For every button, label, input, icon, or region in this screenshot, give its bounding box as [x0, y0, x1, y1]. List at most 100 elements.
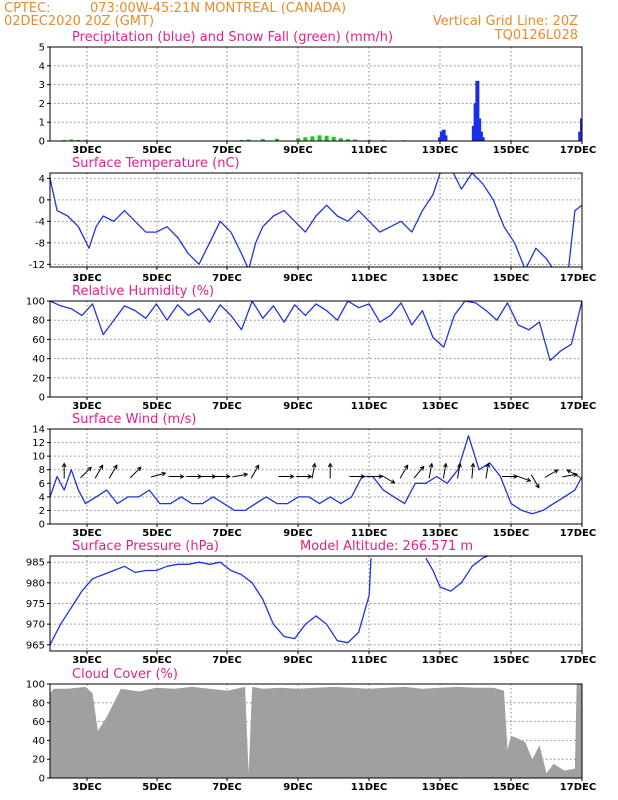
panel-frame: [49, 172, 583, 268]
panel-title: Surface Wind (m/s): [72, 412, 196, 427]
panel-frame: [49, 428, 583, 525]
wind-arrow-head: [526, 477, 532, 483]
x-tick-label: 5DEC: [142, 401, 171, 412]
y-tick-label: 970: [26, 620, 45, 631]
x-tick-label: 15DEC: [493, 528, 529, 539]
x-tick-label: 15DEC: [493, 145, 529, 156]
y-tick-label: 1: [39, 118, 45, 129]
y-tick-label: 4: [39, 492, 45, 503]
wind-arrow-head: [485, 462, 491, 468]
wind-arrow: [311, 463, 316, 479]
wind-arrow: [108, 464, 118, 479]
wind-arrow-head: [87, 466, 92, 472]
panel-precipitation: 0 1 2 3 4 5 3DEC 5DEC 7DEC 9DEC 11DEC 13DEC 15DEC 17D…: [39, 30, 597, 156]
wind-arrow-head: [225, 474, 231, 479]
x-tick-label: 9DEC: [283, 273, 312, 284]
wind-arrow-head: [254, 464, 260, 470]
y-tick-label: -12: [29, 260, 45, 271]
y-tick-label: 0: [39, 774, 45, 785]
wind-arrow: [232, 473, 248, 478]
wind-arrow-head: [243, 472, 249, 478]
y-tick-label: 985: [26, 558, 45, 569]
y-tick-label: 10: [32, 452, 45, 463]
y-tick-label: 4: [39, 61, 45, 72]
snow-bar: [310, 136, 315, 141]
x-tick-label: 3DEC: [72, 782, 101, 793]
panel-frame: [49, 46, 583, 142]
header-code: TQ0126L028: [494, 28, 578, 43]
panel-humidity: 0 20 40 60 80 100 3DEC 5DEC 7DEC 9DEC 11DEC 13DEC 15…: [26, 284, 596, 412]
wind-arrow: [250, 464, 260, 479]
x-tick-label: 13DEC: [422, 273, 458, 284]
wind-arrow-head: [311, 462, 317, 468]
wind-arrow-head: [61, 462, 67, 468]
precip-bar: [478, 131, 483, 141]
wind-arrow: [428, 463, 433, 479]
x-tick-label: 7DEC: [212, 528, 241, 539]
wind-arrow-head: [403, 464, 409, 470]
x-tick-label: 7DEC: [212, 273, 241, 284]
wind-arrow-head: [566, 469, 572, 474]
x-tick-label: 5DEC: [142, 655, 171, 666]
wind-arrow-head: [470, 462, 476, 468]
x-tick-label: 15DEC: [493, 273, 529, 284]
x-tick-label: 13DEC: [422, 782, 458, 793]
x-tick-label: 3DEC: [72, 401, 101, 412]
precip-bar: [477, 118, 482, 141]
precip-bar: [480, 137, 485, 141]
snow-bar: [246, 139, 251, 141]
y-tick-label: 80: [32, 698, 45, 709]
x-tick-label: 17DEC: [560, 528, 596, 539]
header-run-time: 02DEC2020 20Z (GMT): [4, 14, 154, 29]
wind-arrow-head: [289, 474, 295, 479]
panel-title: Surface Pressure (hPa): [72, 539, 219, 554]
y-tick-label: 2: [39, 99, 45, 110]
y-tick-label: 20: [32, 373, 45, 384]
snow-bar: [331, 136, 336, 141]
x-tick-label: 11DEC: [351, 655, 387, 666]
y-tick-label: 20: [32, 755, 45, 766]
y-tick-label: 80: [32, 316, 45, 327]
wind-arrow: [399, 464, 409, 479]
y-tick-label: 0: [39, 393, 45, 404]
x-tick-label: 3DEC: [72, 145, 101, 156]
x-tick-label: 3DEC: [72, 273, 101, 284]
x-tick-label: 9DEC: [283, 145, 312, 156]
series-line: [50, 301, 582, 362]
wind-arrow: [442, 463, 447, 479]
x-tick-label: 13DEC: [422, 401, 458, 412]
wind-arrow: [485, 463, 489, 479]
y-tick-label: 5: [39, 43, 45, 54]
x-tick-label: 17DEC: [560, 401, 596, 412]
panel-title: Relative Humidity (%): [72, 284, 214, 299]
y-tick-label: 40: [32, 736, 45, 747]
model-altitude-label: Model Altitude: 266.571 m: [300, 539, 473, 554]
y-tick-label: 0: [39, 195, 45, 206]
header-location: 073:00W-45:21N MONTREAL (CANADA): [90, 1, 346, 16]
wind-arrow: [544, 469, 559, 478]
snow-bar: [324, 135, 329, 141]
x-tick-label: 11DEC: [351, 273, 387, 284]
x-tick-label: 7DEC: [212, 782, 241, 793]
x-tick-label: 11DEC: [351, 528, 387, 539]
snow-bar: [260, 139, 265, 141]
wind-arrow-head: [553, 469, 559, 474]
panel-wind: 0 2 4 6 8 10 12 14 3DEC 5DEC 7DEC 9DEC 11DEC 13DEC 15D…: [32, 412, 596, 539]
y-tick-label: 980: [26, 578, 45, 589]
header-source: CPTEC:: [4, 1, 51, 16]
x-tick-label: 5DEC: [142, 273, 171, 284]
plot-area: [62, 80, 582, 141]
y-tick-label: 60: [32, 717, 45, 728]
wind-arrow: [381, 475, 395, 484]
wind-arrow-head: [98, 464, 104, 470]
wind-arrow: [471, 463, 474, 479]
y-tick-label: 975: [26, 599, 45, 610]
x-tick-label: 11DEC: [351, 782, 387, 793]
x-tick-label: 7DEC: [212, 401, 241, 412]
snow-bar: [345, 139, 350, 141]
wind-arrow-head: [535, 483, 540, 489]
panel-frame: [49, 300, 583, 398]
wind-arrow: [150, 472, 166, 478]
x-tick-label: 13DEC: [422, 145, 458, 156]
cloud-cover-area: [50, 684, 582, 778]
